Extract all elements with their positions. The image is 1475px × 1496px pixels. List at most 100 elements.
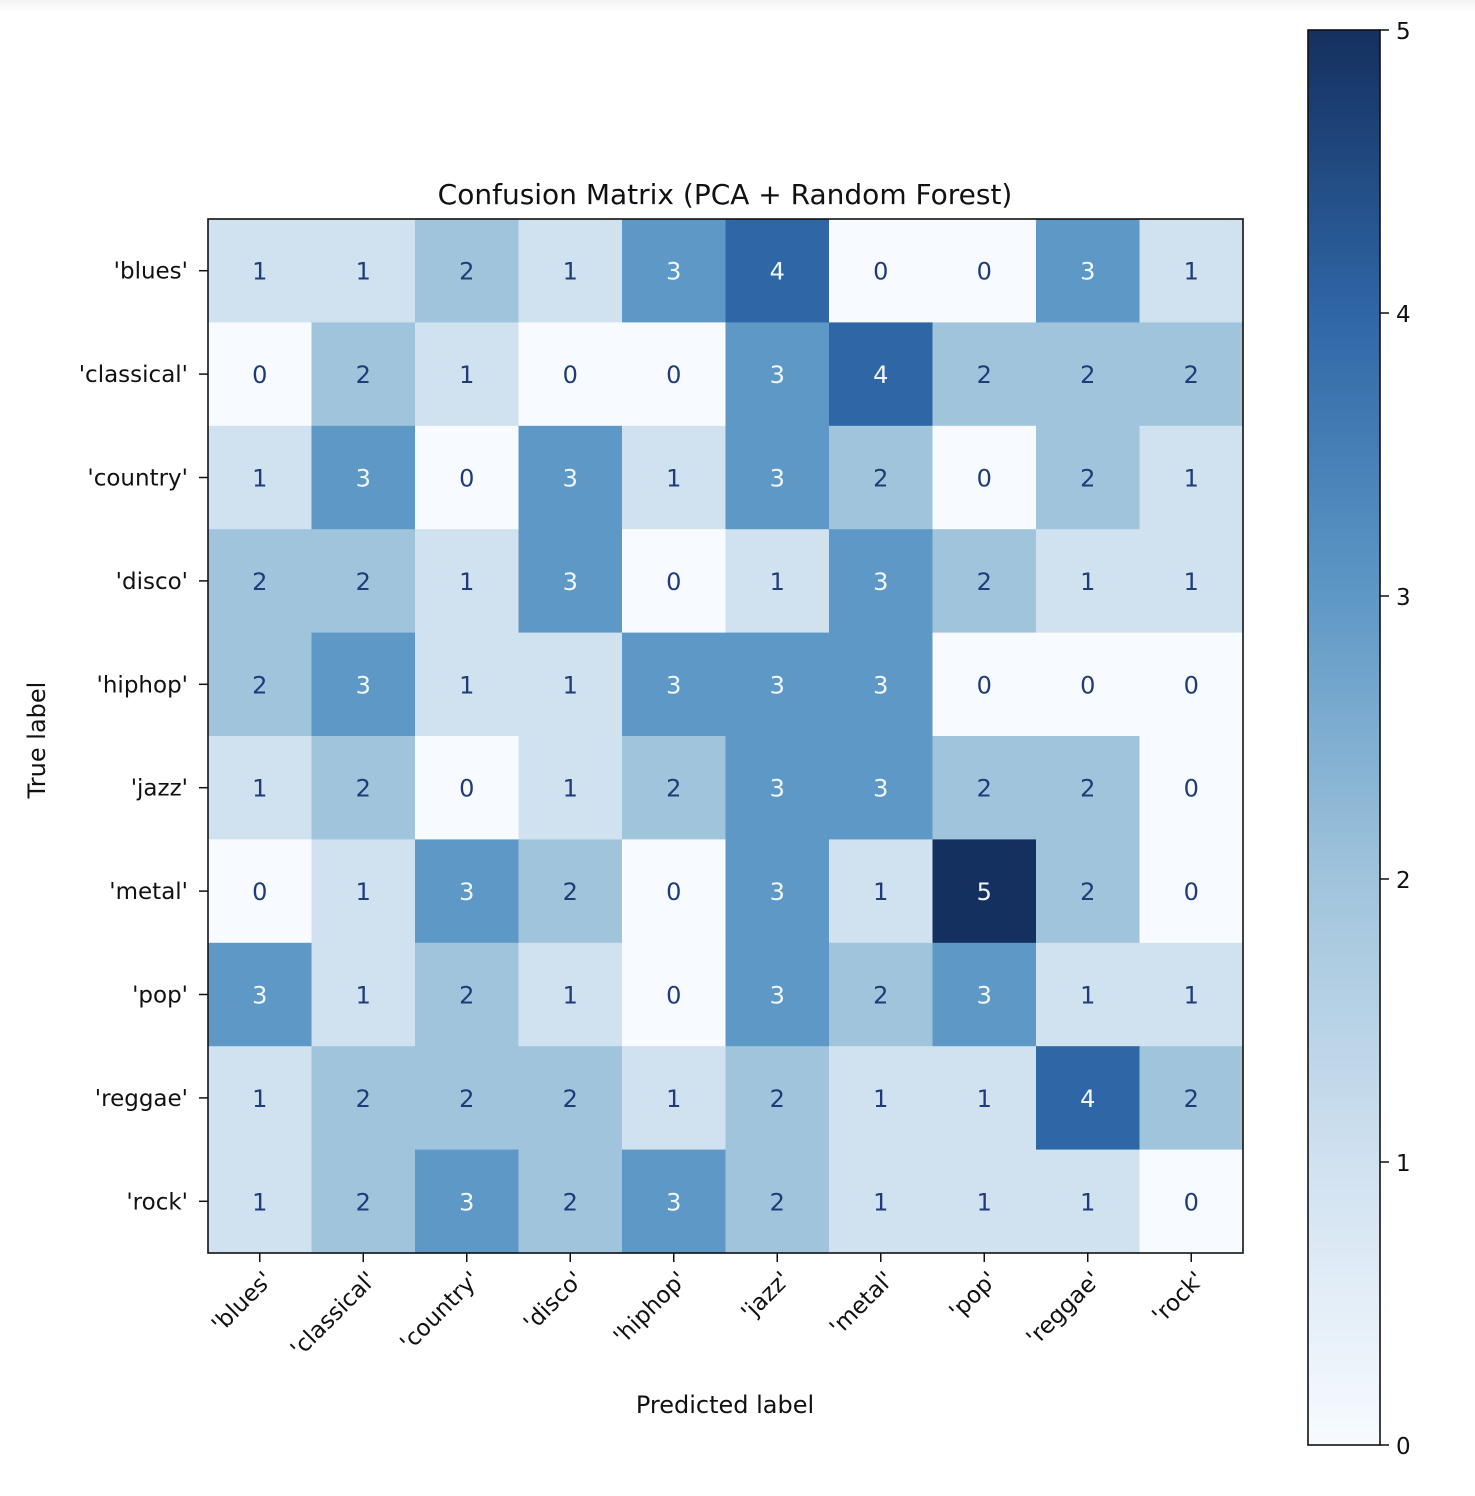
cell-value-label: 1 xyxy=(356,982,371,1010)
cell-value-label: 3 xyxy=(770,361,785,389)
cell-value-label: 2 xyxy=(1080,361,1095,389)
heatmap-cell xyxy=(415,529,520,634)
x-tick-label: 'rock' xyxy=(1148,1267,1210,1329)
heatmap-cell xyxy=(622,322,727,427)
heatmap-cell xyxy=(1036,322,1141,427)
cell-value-label: 1 xyxy=(770,568,785,596)
chart-title: Confusion Matrix (PCA + Random Forest) xyxy=(438,178,1013,211)
cell-value-label: 0 xyxy=(563,361,578,389)
heatmap-cell xyxy=(1139,1046,1244,1151)
cell-value-label: 2 xyxy=(563,878,578,906)
cell-value-label: 0 xyxy=(666,361,681,389)
cell-value-label: 1 xyxy=(252,258,267,286)
cell-value-label: 1 xyxy=(666,1085,681,1113)
heatmap-cell xyxy=(208,736,313,840)
x-tick-label: 'reggae' xyxy=(1022,1267,1106,1351)
heatmap-cell xyxy=(725,942,830,1047)
cell-value-label: 3 xyxy=(770,775,785,803)
cell-value-label: 0 xyxy=(1184,775,1199,803)
cell-value-label: 2 xyxy=(356,1085,371,1113)
heatmap-cell xyxy=(1139,839,1244,944)
colorbar-tick-label: 1 xyxy=(1396,1151,1411,1177)
heatmap-cell xyxy=(1139,736,1244,840)
cell-value-label: 3 xyxy=(873,568,888,596)
heatmap-cell xyxy=(415,1046,520,1151)
cell-value-label: 1 xyxy=(1080,568,1095,596)
cell-value-label: 0 xyxy=(666,568,681,596)
heatmap-cell xyxy=(932,425,1037,530)
colorbar-tick-label: 3 xyxy=(1396,585,1411,611)
cell-value-label: 0 xyxy=(666,878,681,906)
heatmap-cell xyxy=(518,529,623,634)
cell-value-label: 1 xyxy=(459,568,474,596)
heatmap-cell xyxy=(208,322,313,427)
cell-value-label: 0 xyxy=(977,671,992,699)
cell-value-label: 2 xyxy=(459,1085,474,1113)
x-tick-label: 'blues' xyxy=(207,1267,278,1338)
heatmap-cell xyxy=(1036,942,1141,1047)
cell-value-label: 4 xyxy=(873,361,888,389)
cell-value-label: 3 xyxy=(770,878,785,906)
cell-value-label: 3 xyxy=(873,775,888,803)
x-tick-label: 'metal' xyxy=(825,1267,899,1341)
cell-value-label: 4 xyxy=(770,258,785,286)
cell-value-label: 1 xyxy=(1184,982,1199,1010)
heatmap-cell xyxy=(725,529,830,634)
cell-value-label: 2 xyxy=(563,1188,578,1216)
heatmap-cell xyxy=(725,1149,830,1254)
y-tick-label: 'jazz' xyxy=(131,776,188,802)
heatmap-cell xyxy=(932,632,1037,737)
heatmap-cell xyxy=(622,736,727,840)
heatmap-cell xyxy=(725,425,830,530)
heatmap-cell xyxy=(208,632,313,737)
heatmap-cell xyxy=(725,1046,830,1151)
heatmap-cell xyxy=(311,942,416,1047)
cell-value-label: 1 xyxy=(977,1188,992,1216)
heatmap-cell xyxy=(1139,942,1244,1047)
cell-value-label: 2 xyxy=(977,361,992,389)
window-top-strip xyxy=(0,0,1475,12)
cell-value-label: 1 xyxy=(252,1188,267,1216)
y-axis-label: True label xyxy=(23,682,51,800)
heatmap-cell xyxy=(518,1046,623,1151)
cell-value-label: 3 xyxy=(1080,258,1095,286)
cell-value-label: 1 xyxy=(873,1188,888,1216)
heatmap-cell xyxy=(829,529,934,634)
cell-value-label: 3 xyxy=(563,465,578,493)
y-tick-label: 'rock' xyxy=(126,1189,188,1215)
heatmap-cell xyxy=(725,632,830,737)
cell-value-label: 1 xyxy=(873,878,888,906)
heatmap-cell xyxy=(932,1046,1037,1151)
cell-value-label: 3 xyxy=(356,671,371,699)
cell-value-label: 1 xyxy=(563,982,578,1010)
heatmap-cell xyxy=(415,1149,520,1254)
heatmap-cell xyxy=(1036,219,1141,323)
heatmap-cell xyxy=(829,1149,934,1254)
heatmap-cell xyxy=(415,219,520,323)
x-axis-label: Predicted label xyxy=(636,1391,814,1419)
heatmap-cell xyxy=(1139,322,1244,427)
heatmap-cell xyxy=(1139,219,1244,323)
cell-value-label: 4 xyxy=(1080,1085,1095,1113)
heatmap-cell xyxy=(1139,1149,1244,1254)
cell-value-label: 2 xyxy=(1184,361,1199,389)
cell-value-label: 2 xyxy=(356,568,371,596)
cell-value-label: 1 xyxy=(873,1085,888,1113)
cell-value-label: 1 xyxy=(563,258,578,286)
cell-value-label: 1 xyxy=(252,1085,267,1113)
cell-value-label: 0 xyxy=(1184,878,1199,906)
cell-value-label: 3 xyxy=(770,982,785,1010)
cell-value-label: 1 xyxy=(1184,568,1199,596)
heatmap-cell xyxy=(311,1149,416,1254)
cell-value-label: 2 xyxy=(563,1085,578,1113)
x-axis-ticks: 'blues''classical''country' 'disco' 'hipho… xyxy=(207,1253,1209,1363)
heatmap-cell xyxy=(1139,632,1244,737)
colorbar-tick-label: 0 xyxy=(1396,1434,1411,1460)
heatmap-cell xyxy=(311,736,416,840)
heatmap-cell xyxy=(518,219,623,323)
cell-value-label: 3 xyxy=(977,982,992,1010)
cell-value-label: 1 xyxy=(563,775,578,803)
heatmap-cell xyxy=(1036,839,1141,944)
heatmap-cell xyxy=(725,219,830,323)
cell-value-label: 0 xyxy=(1080,671,1095,699)
